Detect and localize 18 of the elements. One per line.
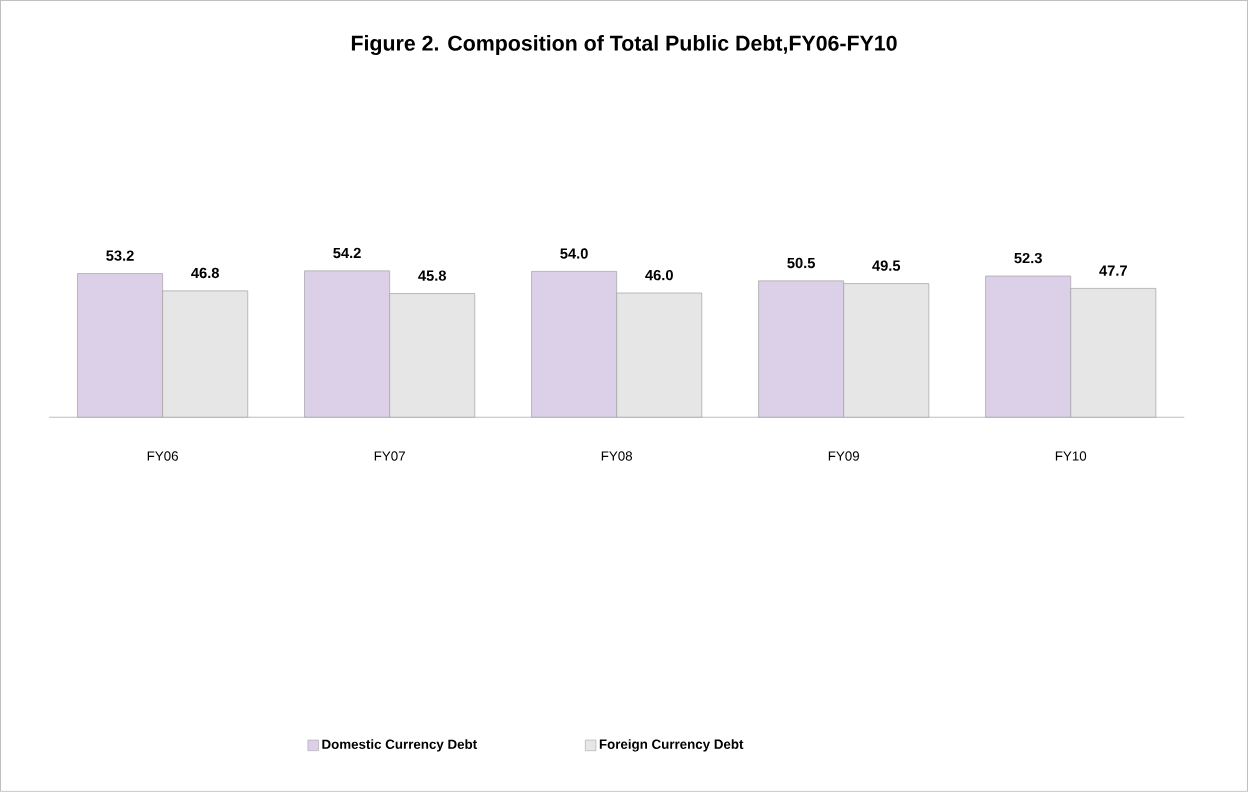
chart-title: Figure 2. Composition of Total Public Debt,FY06-FY10 [351, 35, 897, 56]
data-label: 46.0 [645, 270, 673, 281]
data-label: 54.2 [333, 247, 361, 259]
data-label: 50.5 [787, 257, 815, 269]
data-label: 45.8 [418, 270, 447, 281]
data-label: 54.0 [560, 248, 588, 259]
data-label: 49.5 [872, 260, 901, 271]
x-tick-label: FY06 [147, 451, 178, 461]
x-tick-label: FY08 [601, 451, 633, 461]
x-tick-label: FY09 [828, 451, 860, 461]
x-tick-label: FY07 [374, 451, 405, 461]
legend-label: Domestic Currency Debt [322, 739, 477, 752]
legend-label: Foreign Currency Debt [599, 739, 744, 752]
data-label: 52.3 [1014, 252, 1042, 264]
x-tick-label: FY10 [1055, 451, 1087, 461]
data-label: 46.8 [191, 267, 219, 279]
data-label: 47.7 [1099, 265, 1127, 276]
data-label: 53.2 [106, 250, 134, 261]
